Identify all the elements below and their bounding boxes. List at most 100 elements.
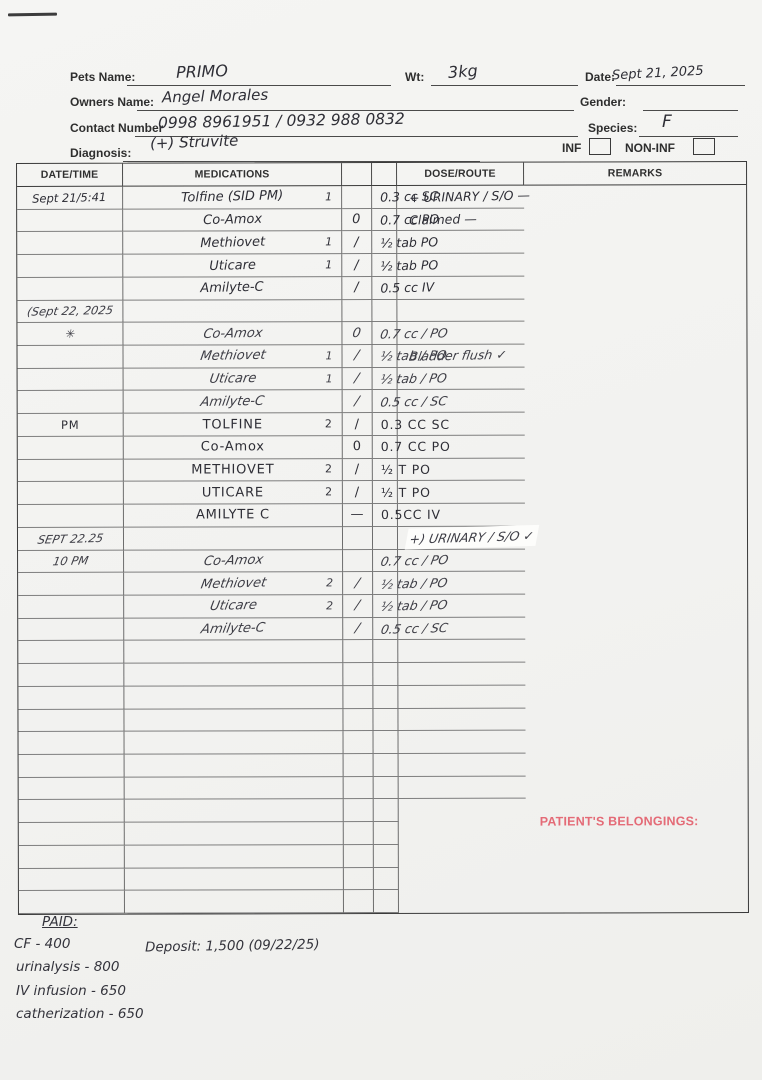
cell-r	[397, 390, 525, 414]
cell-o	[373, 890, 399, 914]
cell-r	[397, 276, 525, 300]
cell-text-d: Sept 21/5:41	[32, 189, 107, 206]
cell-m: Uticare 1	[123, 254, 343, 278]
cell-r	[398, 685, 526, 709]
cell-r: + URINARY / S/O —	[397, 185, 530, 209]
cell-d	[17, 368, 124, 392]
cell-o: ½ T PO	[372, 481, 431, 505]
cell-text-k: /	[353, 371, 361, 387]
cell-d	[18, 595, 125, 619]
medication-qty: 2	[326, 599, 334, 613]
non-inf-checkbox[interactable]	[693, 138, 715, 155]
cell-m: Amilyte-C	[123, 276, 343, 301]
cell-o: 0.7 cc PO	[372, 208, 439, 232]
cell-d	[18, 731, 125, 755]
cell-o	[373, 708, 399, 732]
cell-o	[373, 663, 399, 686]
cell-k	[343, 640, 374, 664]
table-row: SEPT 22.25 +) URINARY / S/O ✓	[17, 526, 747, 551]
medication-name: Co-Amox	[201, 325, 264, 342]
cell-k: /	[342, 254, 373, 277]
table-row	[18, 639, 747, 665]
table-row	[18, 708, 747, 733]
cell-o: ½ tab PO	[372, 231, 438, 255]
table-body: Sept 21/5:41 Tolfine (SID PM) 1 0.3 cc SC + …	[17, 185, 748, 914]
cell-d	[18, 822, 125, 846]
cell-m: Co-Amox	[124, 549, 344, 573]
medication-name: Co-Amox	[200, 439, 265, 455]
table-row: Uticare 1 / ½ tab PO	[17, 253, 746, 278]
cell-o	[373, 731, 399, 754]
cell-r	[397, 253, 525, 277]
cell-r	[399, 822, 526, 845]
cell-k: /	[342, 276, 373, 300]
cell-k: /	[342, 458, 373, 482]
cell-k: —	[342, 504, 373, 527]
cell-o: ½ tab / PO	[373, 572, 449, 595]
cell-o: 0.5CC IV	[372, 504, 441, 527]
owners-name-value: Angel Morales	[161, 85, 269, 107]
cell-m: Amilyte-C	[124, 617, 344, 642]
medication-name: Methiovet	[199, 234, 265, 251]
cell-text-d: (Sept 22, 2025	[25, 303, 114, 320]
medication-name: Uticare	[208, 371, 258, 387]
cell-m: AMILYTE C	[123, 504, 343, 528]
table-row: Methiovet 2 / ½ tab / PO	[18, 571, 747, 596]
pets-name-line	[127, 85, 391, 86]
medication-name: TOLFINE	[202, 416, 263, 433]
cell-r	[398, 753, 526, 777]
cell-text-k: /	[354, 484, 360, 500]
cell-o	[373, 685, 399, 709]
cell-text-k: 0	[351, 325, 363, 341]
cell-m	[124, 708, 344, 732]
cell-text-k: /	[353, 348, 361, 364]
cell-o	[373, 776, 399, 800]
cell-text-d: SEPT 22.25	[36, 530, 105, 547]
date-line	[616, 85, 745, 86]
cell-text-k: /	[354, 575, 362, 591]
cell-text-k: /	[354, 257, 360, 273]
cell-text-k: /	[354, 280, 360, 296]
table-row: (Sept 22, 2025	[17, 299, 746, 324]
paid-heading: PAID:	[42, 914, 78, 930]
inf-label: INF	[562, 141, 582, 155]
cell-k: 0	[342, 322, 373, 346]
cell-k: /	[343, 617, 374, 641]
species-line	[639, 136, 738, 137]
cell-m	[124, 799, 344, 823]
medication-name: Co-Amox	[202, 211, 262, 229]
cell-d: Sept 21/5:41	[17, 186, 124, 210]
cell-o: 0.5 cc / SC	[372, 390, 448, 414]
species-value: F	[662, 112, 672, 132]
cell-text-k: /	[354, 621, 362, 637]
cell-o: 0.3 cc SC	[372, 185, 439, 209]
cell-m: Co-Amox	[123, 436, 343, 460]
cell-r	[398, 776, 526, 800]
cell-m	[124, 867, 344, 891]
diagnosis-line	[123, 161, 480, 162]
cell-d	[17, 254, 124, 278]
cell-k	[343, 753, 374, 777]
table-row	[18, 753, 748, 778]
inf-checkbox[interactable]	[589, 138, 611, 155]
cell-d	[18, 754, 125, 778]
cell-r	[399, 890, 526, 913]
cell-m: Uticare 2	[124, 595, 344, 619]
table-row: Uticare 2 / ½ tab / PO	[18, 594, 747, 619]
cell-o: ½ T PO	[372, 458, 431, 482]
table-row	[18, 685, 747, 710]
table-row: AMILYTE C — 0.5CC IV	[17, 503, 747, 528]
medication-qty: 1	[325, 235, 333, 249]
col-header-remarks: REMARKS	[524, 162, 747, 186]
cell-r	[398, 594, 526, 618]
table-row	[18, 867, 748, 892]
cell-k: 0	[342, 208, 373, 232]
table-row: ✳ Co-Amox 0 0.7 cc / PO	[17, 321, 746, 346]
cell-d	[18, 777, 125, 801]
table-row: Amilyte-C / 0.5 cc / SC	[17, 390, 747, 415]
cell-r	[398, 708, 526, 732]
medication-qty: 2	[324, 417, 333, 431]
cell-m: Co-Amox	[123, 208, 343, 233]
cell-o	[373, 640, 399, 664]
